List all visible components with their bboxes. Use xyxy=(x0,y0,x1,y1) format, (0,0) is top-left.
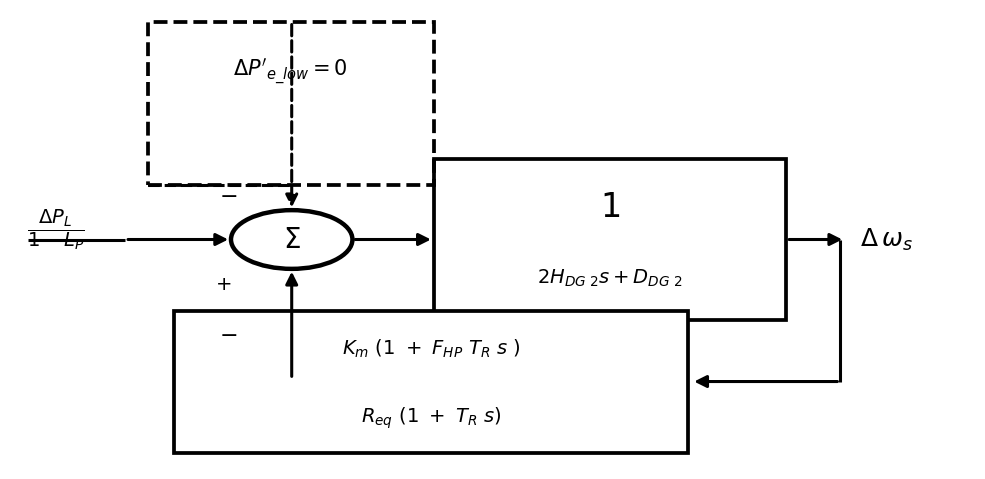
Text: $\Delta P'_{e\_low}=0$: $\Delta P'_{e\_low}=0$ xyxy=(232,56,348,87)
Text: $1$: $1$ xyxy=(600,191,621,224)
Text: $\Sigma$: $\Sigma$ xyxy=(283,226,300,253)
Text: $+$: $+$ xyxy=(215,275,231,294)
Text: $R_{eq}\ \left(1\ +\ T_{R}\ s\right)$: $R_{eq}\ \left(1\ +\ T_{R}\ s\right)$ xyxy=(361,406,501,431)
Text: $-$: $-$ xyxy=(219,184,237,205)
Text: $\Delta\,\omega_{s}$: $\Delta\,\omega_{s}$ xyxy=(860,227,913,252)
Bar xyxy=(148,22,433,185)
Bar xyxy=(174,310,689,453)
Text: $2H_{DG\ 2}s + D_{DG\ 2}$: $2H_{DG\ 2}s + D_{DG\ 2}$ xyxy=(537,267,683,289)
Bar xyxy=(433,159,786,320)
Text: $\dfrac{\Delta P_{L}}{1-L_{P}}$: $\dfrac{\Delta P_{L}}{1-L_{P}}$ xyxy=(28,208,86,252)
Text: $-$: $-$ xyxy=(219,324,237,344)
Text: $K_{m}\ \left(1\ +\ F_{HP}\ T_{R}\ s\ \right)$: $K_{m}\ \left(1\ +\ F_{HP}\ T_{R}\ s\ \r… xyxy=(342,338,521,360)
